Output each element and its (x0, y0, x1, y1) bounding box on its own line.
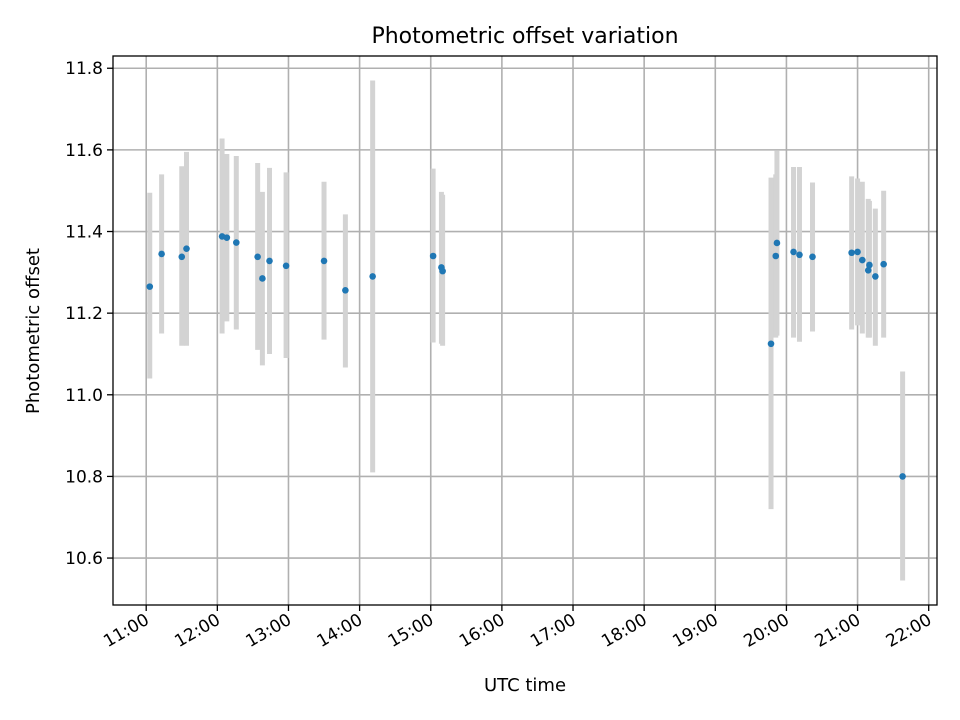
y-tick-label: 11.2 (65, 304, 103, 324)
grid (113, 56, 937, 605)
data-point (233, 239, 240, 246)
data-point (439, 267, 446, 275)
data-point (809, 253, 816, 261)
data-point (223, 234, 231, 241)
data-point (854, 248, 861, 256)
data-point (254, 253, 261, 261)
data-point (773, 239, 781, 247)
y-tick-label: 11.0 (65, 386, 103, 406)
data-point (864, 266, 872, 274)
data-point (183, 245, 190, 252)
data-point (848, 249, 855, 257)
data-point (158, 250, 165, 258)
data-point (880, 260, 887, 268)
data-point (369, 273, 376, 280)
data-point (146, 283, 154, 290)
y-tick-label: 10.8 (65, 467, 103, 487)
y-tick-label: 11.4 (65, 223, 103, 243)
plot-frame (112, 55, 938, 606)
data-point (796, 251, 803, 259)
y-tick-label: 11.6 (65, 141, 103, 161)
data-point (342, 286, 349, 294)
data-point (259, 275, 266, 282)
data-point (866, 261, 873, 269)
x-axis-label: UTC time (484, 675, 566, 696)
y-axis-label: Photometric offset (23, 248, 44, 414)
chart-title: Photometric offset variation (371, 24, 678, 49)
data-point (178, 253, 186, 261)
data-point (282, 262, 290, 270)
data-point (790, 248, 797, 256)
data-point (859, 256, 866, 264)
y-tick-label: 10.6 (65, 549, 103, 569)
data-point (772, 252, 780, 260)
data-point (872, 273, 879, 280)
data-point (899, 473, 906, 480)
y-tick-label: 11.8 (65, 59, 103, 79)
data-points (146, 233, 906, 480)
data-point (429, 252, 437, 260)
data-point (320, 257, 328, 265)
data-point (266, 257, 273, 265)
y-axis-ticks: 10.6 10.8 11.0 11.2 11.4 11.6 11.8 (65, 59, 113, 569)
data-point (767, 340, 775, 348)
